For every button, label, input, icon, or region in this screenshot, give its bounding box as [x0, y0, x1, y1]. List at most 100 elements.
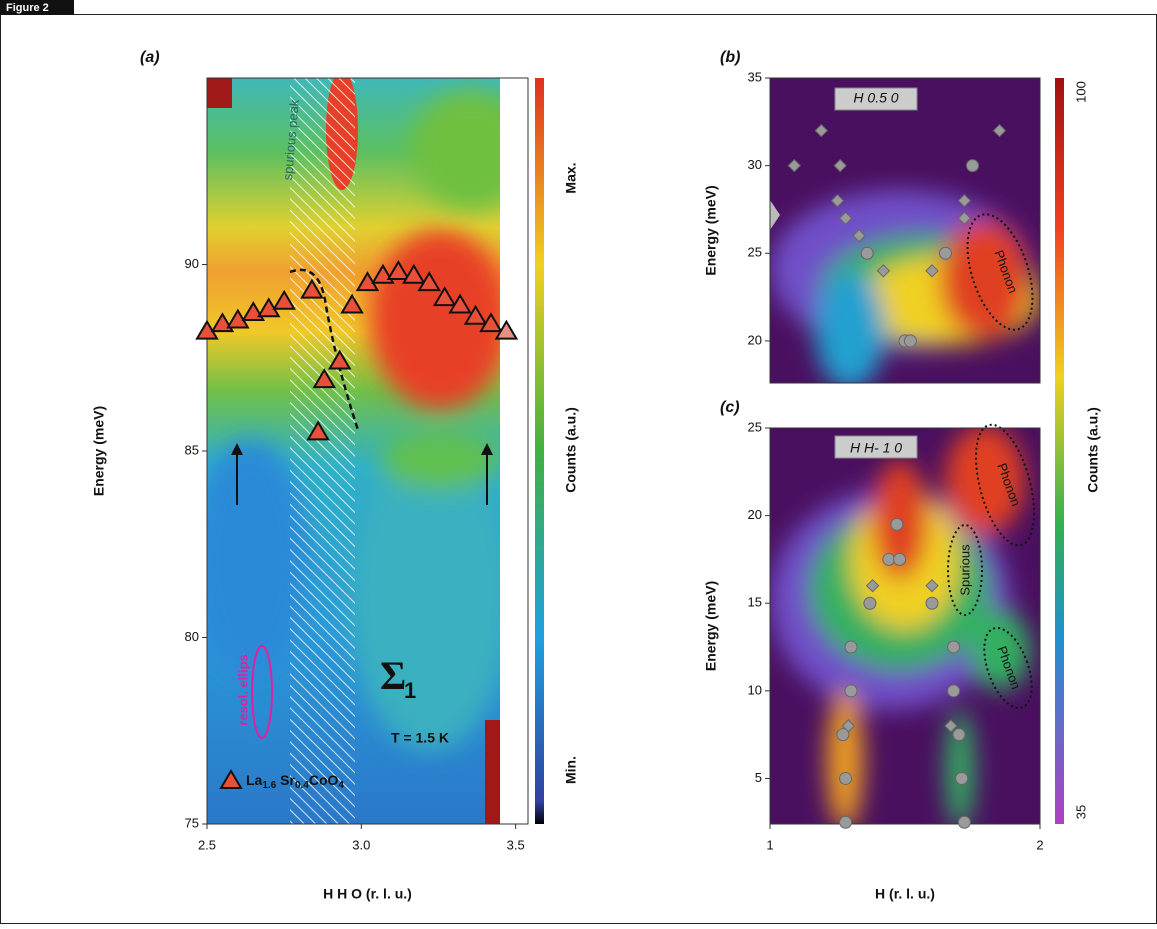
diamond-marker: [814, 123, 829, 138]
x-axis-label: H (r. l. u.): [875, 886, 935, 902]
diamond-marker: [830, 193, 845, 208]
diamond-marker: [833, 158, 847, 173]
triangle-marker: [300, 278, 324, 299]
figure-tag: [0, 0, 74, 15]
y-tick-label: 35: [748, 69, 762, 84]
sigma-symbol: Σ: [380, 653, 406, 698]
circle-marker: [947, 640, 961, 654]
triangle-marker: [402, 263, 426, 284]
triangle-marker: [306, 420, 330, 441]
circle-marker: [839, 771, 853, 785]
circle-marker: [957, 815, 971, 829]
triangle-marker: [417, 271, 441, 292]
diamond-marker: [957, 211, 972, 225]
legend-text: Sr: [276, 772, 295, 788]
arrow-head: [481, 443, 493, 455]
y-tick-label: 25: [748, 245, 762, 260]
colorbar: [535, 78, 544, 824]
phonon-ellipse: [966, 213, 1034, 331]
triangle-marker: [386, 259, 411, 280]
y-tick-label: 90: [185, 256, 199, 271]
x-axis-label: H H O (r. l. u.): [323, 886, 412, 902]
diamond-marker: [852, 229, 866, 243]
colorbar-tick-label: Min.: [563, 756, 579, 784]
diamond-marker: [865, 578, 880, 593]
annotation: resol. ellips: [235, 654, 250, 726]
inset-label: H H- 1 0: [850, 440, 902, 456]
triangle-marker: [479, 312, 503, 333]
diamond-marker: [992, 123, 1007, 138]
triangle-marker: [340, 293, 364, 314]
sigma-subscript: 1: [404, 678, 416, 703]
legend-text: La: [246, 772, 263, 788]
phonon-ellipse: [983, 626, 1033, 710]
guide-line: [289, 268, 360, 431]
circle-marker: [836, 728, 850, 742]
arrow-head: [231, 443, 243, 455]
x-tick-label: 3.5: [507, 837, 525, 852]
colorbar-label: Counts (a.u.): [1085, 407, 1101, 493]
panel-label: (b): [720, 49, 740, 66]
y-tick-label: 25: [748, 419, 762, 434]
panel-label: (c): [720, 399, 740, 416]
plot-frame: [769, 427, 1041, 825]
annotation: T = 1.5 K: [391, 730, 449, 746]
annotation: spurious peak: [280, 98, 302, 180]
triangle-marker: [272, 289, 296, 310]
triangle-marker: [448, 293, 472, 314]
resolution-ellipse: [251, 645, 273, 739]
circle-marker: [893, 552, 907, 566]
diamond-marker: [944, 719, 958, 733]
spurious-ellipse: [947, 524, 983, 616]
diamond-marker: [787, 158, 802, 173]
diamond-marker: [925, 264, 939, 278]
circle-marker: [882, 552, 896, 566]
y-tick-label: 20: [748, 332, 762, 347]
diamond-marker: [876, 264, 891, 278]
colorbar-tick-label: 35: [1073, 805, 1088, 819]
y-axis-label: Energy (meV): [91, 406, 107, 496]
circle-marker: [955, 771, 969, 785]
circle-marker: [844, 640, 858, 654]
y-axis-label: Energy (meV): [703, 581, 719, 671]
legend-text: 4: [338, 780, 344, 791]
panel-label: (a): [140, 49, 160, 66]
y-tick-label: 85: [185, 442, 199, 457]
y-axis-label: Energy (meV): [703, 185, 719, 275]
y-tick-label: 80: [185, 629, 199, 644]
circle-marker: [844, 684, 858, 698]
colorbar-label: Counts (a.u.): [563, 407, 579, 493]
legend-text: 0.4: [295, 780, 309, 791]
x-tick-label: 2: [1036, 837, 1043, 852]
triangle-marker: [327, 349, 352, 370]
triangle-marker: [312, 368, 337, 389]
circle-marker: [903, 334, 917, 348]
y-tick-label: 5: [755, 770, 762, 785]
y-tick-label: 15: [748, 595, 762, 610]
y-tick-label: 10: [748, 682, 762, 697]
plot-frame: [769, 77, 1041, 384]
diamond-marker: [925, 578, 939, 593]
legend-text: CoO: [309, 772, 339, 788]
inset-box: [834, 87, 918, 111]
circle-marker: [966, 159, 979, 173]
circle-marker: [839, 815, 853, 829]
triangle-marker: [494, 319, 519, 340]
circle-marker: [863, 596, 877, 610]
circle-marker: [952, 728, 966, 742]
figure-label: Figure 2: [6, 2, 49, 14]
inset-label: H 0.5 0: [853, 90, 898, 106]
circle-marker: [947, 684, 961, 698]
colorbar: [1055, 78, 1064, 824]
triangle-marker: [219, 769, 243, 789]
triangle-marker: [463, 304, 488, 325]
y-tick-label: 30: [748, 157, 762, 172]
diamond-marker: [838, 211, 853, 225]
circle-marker: [890, 517, 904, 531]
x-tick-label: 1: [766, 837, 773, 852]
phonon-ellipse: [975, 423, 1035, 547]
heatmap-a: [207, 78, 528, 824]
x-tick-label: 2.5: [198, 837, 216, 852]
circle-marker: [860, 246, 874, 260]
